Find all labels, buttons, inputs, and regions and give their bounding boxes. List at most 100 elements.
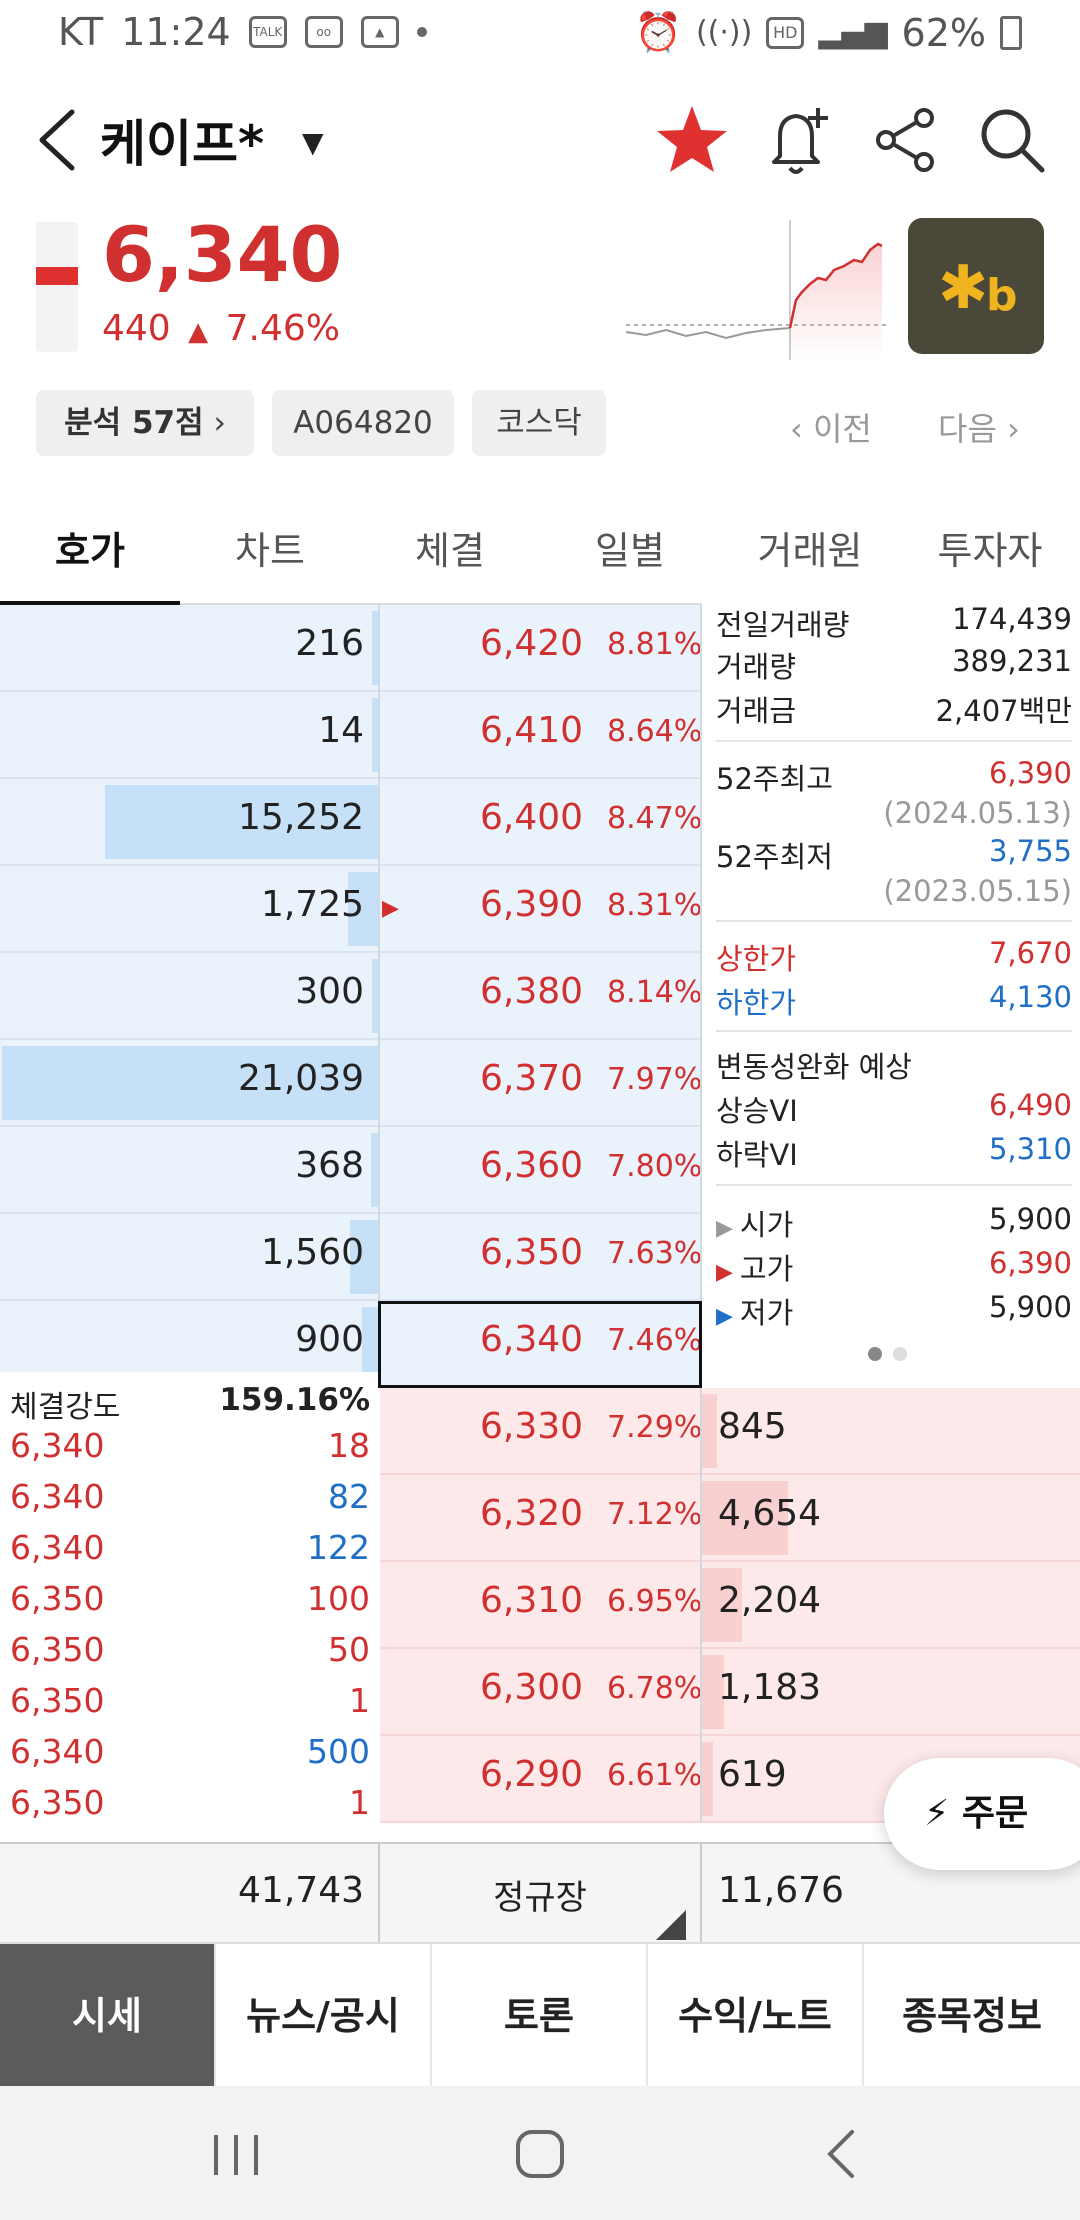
page-indicator (868, 1346, 908, 1365)
order-button[interactable]: ⚡ 주문 (884, 1758, 1080, 1870)
low-label: ▶ 저가 (716, 1296, 794, 1330)
ask-qty-cell[interactable]: 15,252 (0, 779, 378, 866)
nav-quote[interactable]: 시세 (0, 1944, 216, 2088)
ask-qty-cell[interactable]: 368 (0, 1127, 378, 1214)
session-selector[interactable]: 정규장 (493, 1878, 587, 1918)
back-arrow-icon[interactable] (30, 100, 90, 180)
ask-rate: 8.14% (607, 975, 703, 1010)
lightning-icon: ⚡ (924, 1793, 950, 1834)
bid-price: 6,310 (480, 1580, 584, 1621)
ask-price: 6,420 (480, 623, 584, 664)
ask-qty: 368 (295, 1145, 364, 1186)
ask-qty-cell[interactable]: 21,039 (0, 1040, 378, 1127)
ask-qty-cell[interactable]: 1,560 (0, 1214, 378, 1301)
gray-triangle-icon: ▶ (716, 1216, 740, 1241)
vi-up-label: 상승VI (716, 1094, 798, 1128)
ask-price-cell[interactable]: 6,350 7.63% (380, 1214, 703, 1301)
ask-qty-cell[interactable]: 300 (0, 953, 378, 1040)
stock-code-chip[interactable]: A064820 (272, 390, 454, 456)
high52-value: 6,390 (988, 756, 1072, 790)
ask-total: 41,743 (238, 1870, 364, 1911)
ask-rate: 8.47% (607, 801, 703, 836)
bid-price: 6,330 (480, 1406, 584, 1447)
bid-volume-bar (702, 1742, 713, 1816)
tab-brokers[interactable]: 거래원 (757, 529, 863, 573)
market-chip[interactable]: 코스닥 (472, 390, 606, 456)
bid-price-cell[interactable]: 6,300 6.78% (380, 1649, 702, 1736)
ask-qty: 1,560 (260, 1232, 364, 1273)
ask-qty-cell[interactable]: 216 (0, 605, 378, 692)
home-icon[interactable] (510, 2126, 570, 2182)
chevron-left-icon: ‹ (790, 410, 813, 448)
ask-rate: 7.63% (607, 1236, 703, 1271)
lower-limit-value: 4,130 (988, 980, 1072, 1014)
ask-qty-cell[interactable]: 1,725 (0, 866, 378, 953)
ask-price-cell[interactable]: 6,340 7.46% (380, 1301, 702, 1388)
prev-volume-label: 전일거래량 (716, 608, 850, 642)
stock-app-icon: ▲ (360, 16, 399, 48)
favorite-star-icon[interactable] (652, 100, 732, 180)
chevron-down-icon[interactable]: ▼ (302, 126, 324, 159)
trade-price: 6,350 (10, 1630, 105, 1669)
signal-icon: ▂▄▆ (818, 15, 888, 50)
intraday-sparkline[interactable] (626, 220, 886, 360)
ask-qty-cell[interactable]: 14 (0, 692, 378, 779)
search-icon[interactable] (972, 100, 1052, 180)
bid-qty-cell[interactable]: 845 (702, 1388, 1080, 1475)
nav-news[interactable]: 뉴스/공시 (216, 1944, 432, 2088)
ask-qty: 216 (295, 623, 364, 664)
ask-volume-bar (371, 1133, 378, 1207)
trade-qty: 82 (328, 1477, 370, 1516)
bid-qty-cell[interactable]: 2,204 (702, 1562, 1080, 1649)
bid-price-cell[interactable]: 6,290 6.61% (380, 1736, 702, 1823)
nav-profit-note[interactable]: 수익/노트 (648, 1944, 864, 2088)
bid-qty-cell[interactable]: 4,654 (702, 1475, 1080, 1562)
bid-volume-bar (702, 1481, 788, 1555)
ask-price-cell[interactable]: 6,420 8.81% (380, 605, 702, 692)
tab-daily[interactable]: 일별 (595, 529, 665, 573)
trade-qty: 18 (328, 1426, 370, 1465)
stock-title[interactable]: 케이프* (100, 115, 265, 173)
bid-price-cell[interactable]: 6,310 6.95% (380, 1562, 702, 1649)
tab-quote[interactable]: 호가 (55, 529, 125, 573)
trade-price: 6,350 (10, 1681, 105, 1720)
bottom-navigation: 시세 뉴스/공시 토론 수익/노트 종목정보 (0, 1942, 1080, 2088)
ask-price-cell[interactable]: 6,390 8.31% (380, 866, 702, 953)
amount-label: 거래금 (716, 694, 797, 728)
ask-qty: 14 (318, 710, 364, 751)
trade-qty: 1 (349, 1783, 370, 1822)
nav-discussion[interactable]: 토론 (432, 1944, 648, 2088)
lower-limit-label: 하한가 (716, 986, 797, 1020)
tab-investors[interactable]: 투자자 (937, 529, 1043, 573)
ask-price-cell[interactable]: 6,400 8.47% (380, 779, 703, 866)
low-value: 5,900 (988, 1290, 1072, 1324)
order-book-totals: 41,743 정규장 11,676 (0, 1842, 1080, 1944)
divider (716, 740, 1072, 742)
recent-trades: 체결강도 159.16% 6,340 18 6,340 82 6,340 122… (0, 1372, 378, 1842)
bid-rate: 7.29% (607, 1410, 703, 1445)
analysis-score-chip[interactable]: 분석 57점 › (36, 390, 254, 456)
amount-value: 2,407백만 (935, 694, 1072, 728)
ask-price-cell[interactable]: 6,370 7.97% (380, 1040, 702, 1127)
ask-price-cell[interactable]: 6,380 8.14% (380, 953, 703, 1040)
bid-price-cell[interactable]: 6,320 7.12% (380, 1475, 702, 1562)
add-alert-bell-icon[interactable] (758, 100, 838, 180)
nav-stock-info[interactable]: 종목정보 (902, 1994, 1042, 2038)
ask-price-cell[interactable]: 6,360 7.80% (380, 1127, 702, 1214)
bid-price-cell[interactable]: 6,330 7.29% (380, 1388, 703, 1475)
next-stock-button[interactable]: 다음 › (938, 404, 1020, 450)
detail-tabs: 호가 차트 체결 일별 거래원 투자자 (0, 500, 1080, 605)
recent-apps-icon[interactable] (206, 2130, 266, 2180)
tab-trades[interactable]: 체결 (415, 529, 485, 573)
current-price: 6,340 (102, 210, 343, 299)
ask-price-cell[interactable]: 6,410 8.64% (380, 692, 702, 779)
bid-qty-cell[interactable]: 1,183 (702, 1649, 1080, 1736)
system-back-icon[interactable] (816, 2126, 866, 2182)
trade-qty: 100 (307, 1579, 370, 1618)
tab-chart[interactable]: 차트 (235, 529, 305, 573)
share-icon[interactable] (866, 100, 946, 180)
prev-stock-button[interactable]: ‹ 이전 (790, 404, 872, 450)
ask-price: 6,390 (480, 884, 584, 925)
vi-down-label: 하락VI (716, 1138, 798, 1172)
high-label: ▶ 고가 (716, 1252, 794, 1286)
